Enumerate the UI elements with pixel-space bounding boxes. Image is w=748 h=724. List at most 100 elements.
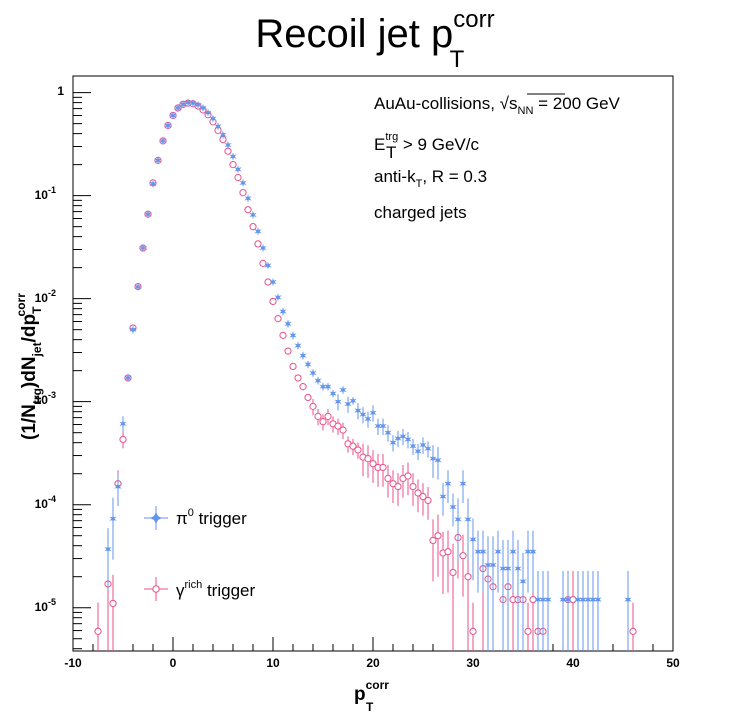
y-tick-label-0.01: 10-2	[35, 288, 56, 305]
x-tick-labels: -10 0 10 20 30 40 50	[64, 656, 680, 670]
data-point-pi0	[449, 502, 457, 512]
data-point-pi0	[149, 179, 157, 189]
data-point-pi0	[589, 595, 597, 604]
annotation-collision: AuAu-collisions, √sNN = 200 GeV	[374, 94, 621, 117]
data-point-pi0	[139, 243, 147, 253]
data-point-pi0	[179, 100, 187, 109]
data-point-gamma	[339, 426, 347, 434]
legend-marker-gamma	[152, 585, 160, 593]
data-point-pi0	[534, 595, 542, 604]
data-point-gamma	[369, 460, 377, 468]
annot-line3-sub: T	[416, 178, 423, 190]
data-point-pi0	[204, 108, 212, 117]
y-tick-base: 10	[35, 600, 49, 614]
data-point-pi0	[514, 564, 522, 573]
annotation-trigger-et: Etrg > 9 GeV/c	[374, 131, 479, 154]
data-point-pi0	[239, 178, 247, 188]
data-point-pi0	[284, 319, 292, 329]
data-point-gamma	[449, 568, 457, 577]
legend-gamma-sup: rich	[185, 579, 203, 591]
data-point-pi0	[384, 428, 392, 437]
x-axis-label-sub: T	[366, 700, 374, 714]
data-point-pi0	[364, 414, 372, 424]
data-point-pi0	[454, 515, 462, 524]
data-point-gamma	[324, 412, 332, 420]
chart-title: Recoil jet pcorr	[255, 6, 494, 56]
legend-gamma-post: trigger	[202, 581, 255, 600]
annotations: AuAu-collisions, √sNN = 200 GeV Etrg > 9…	[374, 93, 621, 222]
y-tick-base: 10	[35, 291, 49, 305]
data-point-pi0	[199, 103, 207, 113]
legend-marker-pi0	[150, 512, 162, 524]
data-point-gamma	[249, 223, 257, 231]
data-point-pi0	[229, 152, 237, 161]
data-point-pi0	[624, 595, 632, 604]
data-point-pi0	[249, 210, 257, 220]
annot-line1-post: = 200 GeV	[533, 94, 620, 113]
annot-line1-sub: NN	[518, 105, 534, 117]
x-tick-label: 10	[266, 656, 280, 670]
data-point-pi0	[424, 444, 432, 453]
data-point-pi0	[109, 514, 117, 523]
annot-line3-post: , R = 0.3	[422, 167, 487, 186]
y-tick-label-0.00001: 10-5	[35, 597, 56, 614]
chart-title-sup: corr	[453, 6, 494, 33]
y-label-sub2: jet	[30, 342, 44, 357]
data-point-pi0	[159, 136, 167, 146]
y-tick-base: 10	[35, 497, 49, 511]
data-point-pi0	[259, 243, 267, 253]
data-point-gamma	[424, 496, 432, 505]
y-tick-labels: 1 10-1 10-2 10-3 10-4 10-5	[35, 84, 65, 614]
data-point-gamma	[394, 482, 402, 491]
x-tick-label: 30	[466, 656, 480, 670]
data-point-pi0	[579, 595, 587, 604]
data-point-pi0	[464, 515, 472, 524]
y-tick-base: 10	[35, 393, 49, 407]
data-point-pi0	[314, 376, 322, 385]
data-point-gamma	[234, 173, 242, 182]
data-point-gamma	[524, 627, 532, 635]
data-point-gamma	[384, 474, 392, 482]
data-point-pi0	[224, 140, 232, 150]
y-label-sub3: T	[30, 306, 44, 314]
x-axis-label-main: p	[354, 684, 366, 705]
data-point-pi0	[189, 98, 197, 108]
data-point-gamma	[464, 573, 472, 581]
data-point-pi0	[489, 560, 497, 570]
data-point-pi0	[264, 261, 272, 270]
chart-title-sub: T	[450, 46, 465, 73]
x-axis-label: pcorr	[354, 678, 389, 705]
y-axis-label: (1/Ntrg)dNjet/dpTcorr	[14, 293, 44, 440]
y-label-p1: (1/N	[19, 404, 40, 440]
data-point-pi0	[394, 434, 402, 443]
data-point-gamma	[414, 489, 422, 497]
data-point-pi0	[564, 595, 572, 604]
data-point-pi0	[444, 479, 452, 488]
data-point-pi0	[429, 454, 437, 463]
data-point-pi0	[174, 103, 182, 113]
data-point-pi0	[594, 595, 602, 604]
data-point-pi0	[389, 438, 397, 447]
data-point-pi0	[324, 382, 332, 391]
y-tick-label-1: 1	[57, 84, 64, 98]
data-point-pi0	[299, 351, 307, 360]
data-point-pi0	[274, 293, 282, 302]
data-point-pi0	[209, 114, 217, 123]
x-tick-label: 0	[170, 656, 177, 670]
data-point-gamma	[284, 347, 292, 355]
data-point-pi0	[409, 441, 417, 451]
data-point-pi0	[279, 307, 287, 316]
y-tick-base: 10	[35, 188, 49, 202]
data-point-gamma	[334, 422, 342, 430]
data-point-pi0	[214, 122, 222, 131]
data-point-pi0	[234, 165, 242, 174]
annot-line2-sup: trg	[385, 131, 398, 143]
y-label-sub1: trg	[30, 388, 44, 404]
data-point-pi0	[164, 121, 172, 130]
data-point-gamma	[289, 362, 297, 371]
data-point-pi0	[244, 194, 252, 203]
data-point-pi0	[339, 385, 347, 395]
data-point-pi0	[499, 564, 507, 573]
annot-line2-post: > 9 GeV/c	[398, 135, 479, 154]
data-point-gamma	[319, 418, 327, 426]
